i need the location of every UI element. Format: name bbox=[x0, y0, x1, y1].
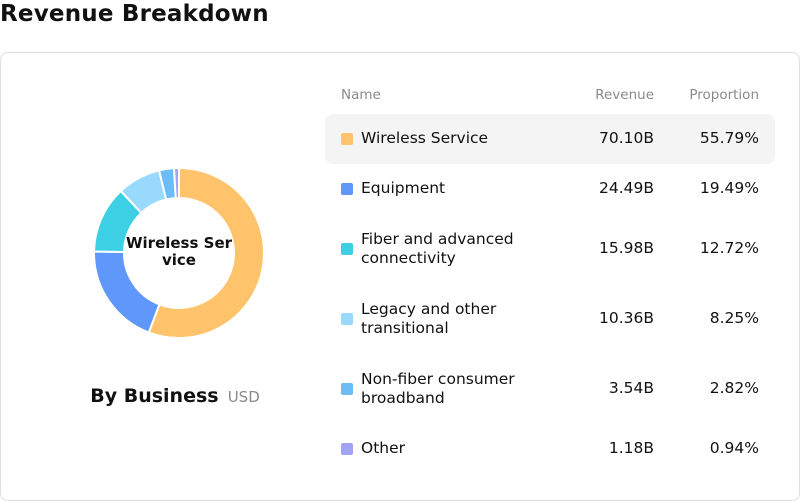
header-proportion: Proportion bbox=[689, 87, 759, 103]
legend-swatch bbox=[341, 243, 353, 255]
chart-title: By Business bbox=[90, 385, 219, 407]
row-name: Other bbox=[361, 439, 406, 457]
row-name: Non-fiber consumer broadband bbox=[361, 370, 515, 407]
row-revenue: 24.49B bbox=[598, 179, 654, 197]
table-row[interactable]: Other 1.18B 0.94% bbox=[325, 424, 775, 474]
table-row[interactable]: Legacy and other transitional 10.36B 8.25% bbox=[325, 294, 775, 344]
donut-svg bbox=[92, 166, 265, 339]
donut-center-label: Wireless Service bbox=[125, 234, 233, 269]
header-name: Name bbox=[341, 87, 381, 103]
row-revenue: 1.18B bbox=[608, 439, 654, 457]
row-revenue: 15.98B bbox=[598, 239, 654, 257]
table-row[interactable]: Fiber and advanced connectivity 15.98B 12.… bbox=[325, 224, 775, 274]
page-title: Revenue Breakdown bbox=[0, 1, 269, 27]
table-row[interactable]: Equipment 24.49B 19.49% bbox=[325, 164, 775, 214]
table-row[interactable]: Non-fiber consumer broadband 3.54B 2.82% bbox=[325, 364, 775, 414]
legend-swatch bbox=[341, 133, 353, 145]
row-proportion: 0.94% bbox=[709, 439, 759, 457]
legend-swatch bbox=[341, 383, 353, 395]
row-proportion: 2.82% bbox=[709, 379, 759, 397]
row-proportion: 12.72% bbox=[699, 239, 759, 257]
row-name: Wireless Service bbox=[361, 129, 489, 147]
chart-caption: By Business USD bbox=[0, 385, 350, 407]
legend-swatch bbox=[341, 183, 353, 195]
row-name: Fiber and advanced connectivity bbox=[361, 230, 514, 267]
donut-slice[interactable] bbox=[147, 166, 265, 339]
header-revenue: Revenue bbox=[595, 87, 654, 103]
row-revenue: 70.10B bbox=[598, 129, 654, 147]
row-proportion: 55.79% bbox=[699, 129, 759, 147]
table-row[interactable]: Wireless Service 70.10B 55.79% bbox=[325, 114, 775, 164]
legend-swatch bbox=[341, 313, 353, 325]
breakdown-table: Name Revenue Proportion Wireless Service… bbox=[325, 82, 775, 457]
row-name: Equipment bbox=[361, 179, 446, 197]
chart-unit: USD bbox=[227, 388, 260, 406]
legend-swatch bbox=[341, 443, 353, 455]
row-revenue: 10.36B bbox=[598, 309, 654, 327]
row-name: Legacy and other transitional bbox=[361, 300, 497, 337]
donut-slice[interactable] bbox=[172, 166, 180, 200]
row-proportion: 19.49% bbox=[699, 179, 759, 197]
row-proportion: 8.25% bbox=[709, 309, 759, 327]
row-revenue: 3.54B bbox=[608, 379, 654, 397]
table-header: Name Revenue Proportion bbox=[325, 82, 775, 112]
donut-chart bbox=[92, 164, 265, 342]
